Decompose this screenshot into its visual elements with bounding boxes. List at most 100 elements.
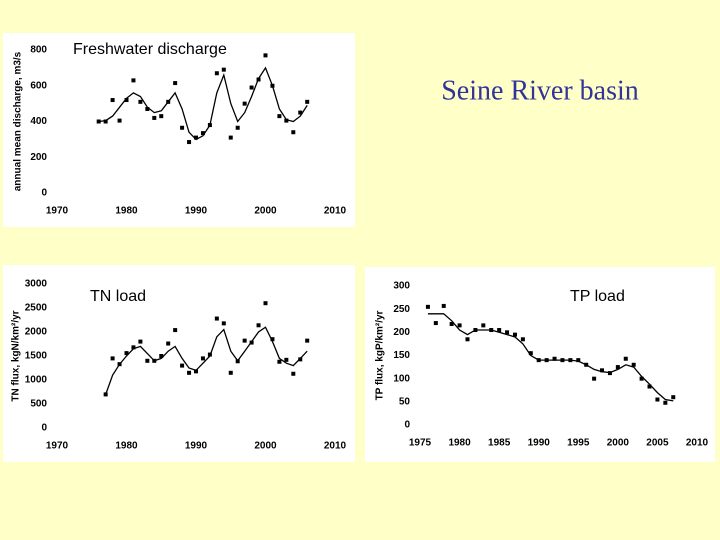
data-point [449, 321, 454, 326]
y-tick-label: 250 [393, 304, 410, 315]
data-point [568, 358, 573, 363]
y-tick-label: 800 [30, 45, 47, 56]
data-point [277, 114, 282, 119]
y-tick-label: 200 [30, 152, 47, 163]
y-tick-label: 0 [41, 188, 47, 199]
data-point [489, 328, 494, 333]
data-point [473, 328, 478, 333]
data-point [623, 356, 628, 361]
data-point [235, 125, 240, 130]
data-point [256, 323, 261, 328]
data-point [159, 114, 164, 119]
data-point [187, 370, 192, 375]
data-point [497, 328, 502, 333]
data-point [263, 301, 268, 306]
data-point [221, 321, 226, 326]
data-point [512, 332, 517, 337]
data-point [138, 339, 143, 344]
data-point [433, 321, 438, 326]
data-point [655, 397, 660, 402]
data-point [214, 316, 219, 321]
data-point [505, 330, 510, 335]
data-point [117, 118, 122, 123]
x-tick-label: 1990 [185, 441, 208, 452]
slide-title: Seine River basin [441, 75, 639, 106]
y-axis-label: TP flux, kgP/km²/yr [375, 310, 386, 400]
data-point [560, 358, 565, 363]
data-point [457, 323, 462, 328]
data-point [425, 304, 430, 309]
x-tick-label: 1990 [528, 438, 551, 449]
x-tick-label: 1975 [409, 438, 432, 449]
data-point [270, 337, 275, 342]
data-point [173, 81, 178, 86]
x-tick-label: 2000 [254, 206, 277, 217]
data-point [110, 98, 115, 103]
y-tick-label: 150 [393, 350, 410, 361]
data-point [263, 53, 268, 58]
data-point [249, 85, 254, 90]
x-tick-label: 1985 [488, 438, 511, 449]
data-point [180, 363, 185, 368]
x-tick-label: 1980 [115, 206, 138, 217]
x-tick-label: 2000 [254, 441, 277, 452]
data-point [552, 356, 557, 361]
data-point [124, 98, 129, 103]
data-point [242, 101, 247, 106]
data-point [187, 140, 192, 145]
data-point [647, 384, 652, 389]
data-point [284, 357, 289, 362]
x-tick-label: 1980 [448, 438, 471, 449]
data-point [615, 365, 620, 370]
x-tick-label: 2010 [686, 438, 709, 449]
data-point [166, 341, 171, 346]
data-point [221, 67, 226, 72]
data-point [200, 131, 205, 136]
data-point [305, 338, 310, 343]
x-tick-label: 1995 [567, 438, 590, 449]
x-tick-label: 1970 [46, 441, 69, 452]
data-point [152, 115, 157, 120]
y-tick-label: 0 [41, 423, 47, 434]
data-point [441, 303, 446, 308]
y-tick-label: 0 [404, 420, 410, 431]
x-tick-label: 2010 [324, 441, 347, 452]
data-point [298, 110, 303, 115]
y-tick-label: 2500 [25, 303, 48, 314]
data-point [96, 119, 101, 124]
data-point [663, 400, 668, 405]
data-point [235, 359, 240, 364]
data-point [166, 99, 171, 104]
data-point [536, 358, 541, 363]
panel [3, 265, 355, 462]
data-point [117, 362, 122, 367]
y-tick-label: 200 [393, 327, 410, 338]
data-point [214, 71, 219, 76]
data-point [103, 119, 108, 124]
data-point [528, 351, 533, 356]
data-point [270, 83, 275, 88]
y-tick-label: 500 [30, 399, 47, 410]
x-tick-label: 1970 [46, 206, 69, 217]
data-point [291, 371, 296, 376]
data-point [131, 345, 136, 350]
x-tick-label: 1980 [115, 441, 138, 452]
x-tick-label: 2000 [607, 438, 630, 449]
chart-title: Freshwater discharge [73, 41, 227, 58]
y-tick-label: 300 [393, 281, 410, 292]
data-point [544, 358, 549, 363]
data-point [520, 337, 525, 342]
data-point [145, 358, 150, 363]
data-point [138, 99, 143, 104]
data-point [584, 362, 589, 367]
y-tick-label: 400 [30, 116, 47, 127]
data-point [465, 337, 470, 342]
data-point [110, 356, 115, 361]
chart-title: TN load [90, 288, 146, 305]
data-point [277, 359, 282, 364]
data-point [291, 130, 296, 135]
chart-title: TP load [570, 288, 625, 305]
data-point [600, 368, 605, 373]
y-tick-label: 1500 [25, 351, 48, 362]
